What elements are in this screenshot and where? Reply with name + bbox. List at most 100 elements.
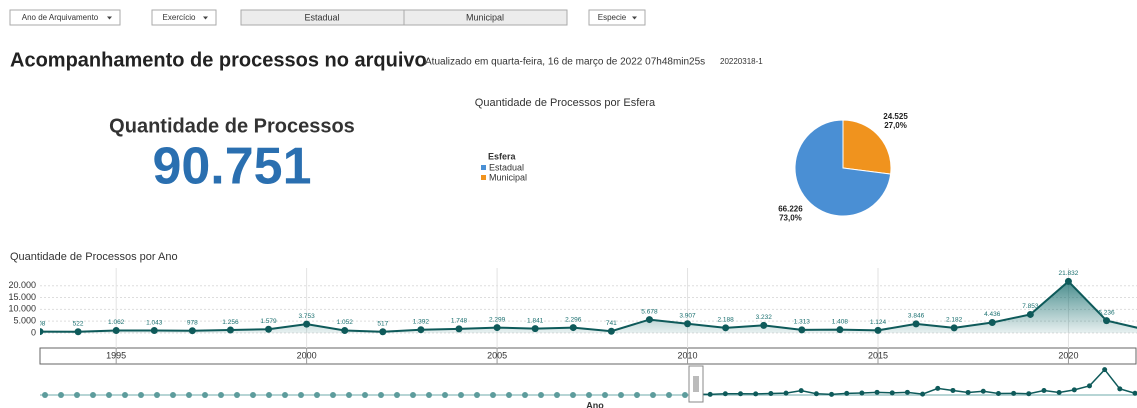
data-label: 1.392: [413, 318, 430, 325]
navigator-dot: [138, 392, 144, 398]
data-point[interactable]: [684, 320, 692, 328]
navigator-point: [965, 389, 971, 395]
navigator-dot: [170, 392, 176, 398]
dropdown-arrow: [632, 16, 637, 20]
data-label: 1.052: [337, 319, 354, 326]
x-tick-label: 2020: [1058, 350, 1078, 360]
data-point[interactable]: [645, 316, 653, 324]
data-point[interactable]: [417, 326, 425, 334]
filter-dropdown[interactable]: [9, 9, 121, 26]
data-label: 5.678: [641, 308, 658, 315]
data-point[interactable]: [303, 320, 311, 328]
data-point[interactable]: [74, 328, 82, 336]
navigator-line: [694, 368, 1136, 396]
data-label: 978: [187, 319, 198, 326]
data-point[interactable]: [226, 326, 234, 334]
navigator-point: [829, 391, 835, 397]
page-title: Acompanhamento de processos no arquivo: [10, 49, 427, 71]
navigator-point: [1071, 387, 1077, 393]
filter-dropdown[interactable]: [588, 9, 646, 26]
chart-title: Quantidade de Processos por Ano: [10, 251, 178, 263]
data-point[interactable]: [874, 326, 882, 334]
x-tick-label: 2015: [868, 350, 888, 360]
x-tick-label: 2005: [487, 350, 507, 360]
navigator-dot: [42, 392, 48, 398]
dropdown-arrow: [203, 16, 208, 20]
data-label: 2.188: [717, 317, 734, 324]
data-label: 1.841: [527, 317, 544, 324]
slice-value-label: 66.226: [778, 204, 803, 213]
data-point[interactable]: [1026, 310, 1034, 318]
data-label: 3.846: [908, 313, 925, 320]
navigator-point: [722, 391, 728, 397]
data-point[interactable]: [341, 327, 349, 335]
toggle-button[interactable]: [403, 9, 568, 26]
data-point[interactable]: [760, 321, 768, 329]
data-point[interactable]: [798, 326, 806, 334]
data-point[interactable]: [112, 326, 120, 334]
navigator-point: [813, 391, 819, 397]
navigator-dot: [362, 392, 368, 398]
navigator-point: [1056, 389, 1062, 395]
navigator-point: [889, 390, 895, 396]
data-point[interactable]: [493, 324, 501, 332]
data-point[interactable]: [531, 325, 539, 333]
legend-label: Municipal: [489, 172, 527, 182]
navigator-point: [920, 391, 926, 397]
handle-grip: [693, 376, 699, 392]
data-label: 1.256: [222, 319, 239, 326]
navigator-point: [950, 387, 956, 393]
data-label: 1.043: [146, 319, 163, 326]
chart-title: Quantidade de Processos por Esfera: [475, 97, 656, 109]
navigator-dot: [602, 392, 608, 398]
data-point[interactable]: [455, 325, 463, 333]
x-axis-band: [39, 347, 1137, 365]
navigator-point: [798, 388, 804, 394]
data-point[interactable]: [150, 327, 158, 335]
data-point[interactable]: [1103, 317, 1111, 325]
dropdown-arrow: [107, 16, 112, 20]
data-point[interactable]: [950, 324, 958, 332]
y-tick-label: 10.000: [8, 304, 36, 314]
filter-dropdown[interactable]: [151, 9, 217, 26]
slice-percent-label: 73,0%: [779, 213, 802, 222]
data-point[interactable]: [1064, 277, 1072, 285]
x-axis-title: Ano: [586, 400, 604, 408]
navigator-dot: [250, 392, 256, 398]
data-point[interactable]: [912, 320, 920, 328]
data-point[interactable]: [265, 325, 273, 333]
navigator-dot: [58, 392, 64, 398]
data-point[interactable]: [607, 327, 615, 335]
data-point[interactable]: [569, 324, 577, 332]
legend-title: Esfera: [488, 151, 517, 161]
data-point[interactable]: [37, 328, 44, 336]
navigator-point: [1086, 383, 1092, 389]
data-point[interactable]: [988, 319, 996, 327]
navigator-point: [1011, 390, 1017, 396]
navigator-dot: [570, 392, 576, 398]
navigator-dot: [218, 392, 224, 398]
area-fill: [40, 281, 1137, 333]
navigator-dot: [586, 392, 592, 398]
navigator-point: [859, 390, 865, 396]
data-point[interactable]: [188, 327, 196, 335]
data-point[interactable]: [722, 324, 730, 332]
data-point[interactable]: [379, 328, 387, 336]
data-label: 517: [377, 320, 388, 327]
navigator-dot: [538, 392, 544, 398]
navigator-dot: [346, 392, 352, 398]
navigator-point: [707, 391, 713, 397]
data-label: 2.182: [946, 317, 963, 324]
x-tick-label: 1995: [106, 350, 126, 360]
navigator-point: [980, 388, 986, 394]
data-label: 3.232: [756, 314, 773, 321]
navigator-point: [1102, 367, 1108, 373]
navigator-point: [1041, 388, 1047, 394]
data-label: 1.062: [108, 319, 125, 326]
navigator-point: [768, 391, 774, 397]
navigator-dot: [442, 392, 448, 398]
kpi-value: 90.751: [152, 138, 311, 196]
data-point[interactable]: [836, 326, 844, 334]
navigator-dot: [394, 392, 400, 398]
